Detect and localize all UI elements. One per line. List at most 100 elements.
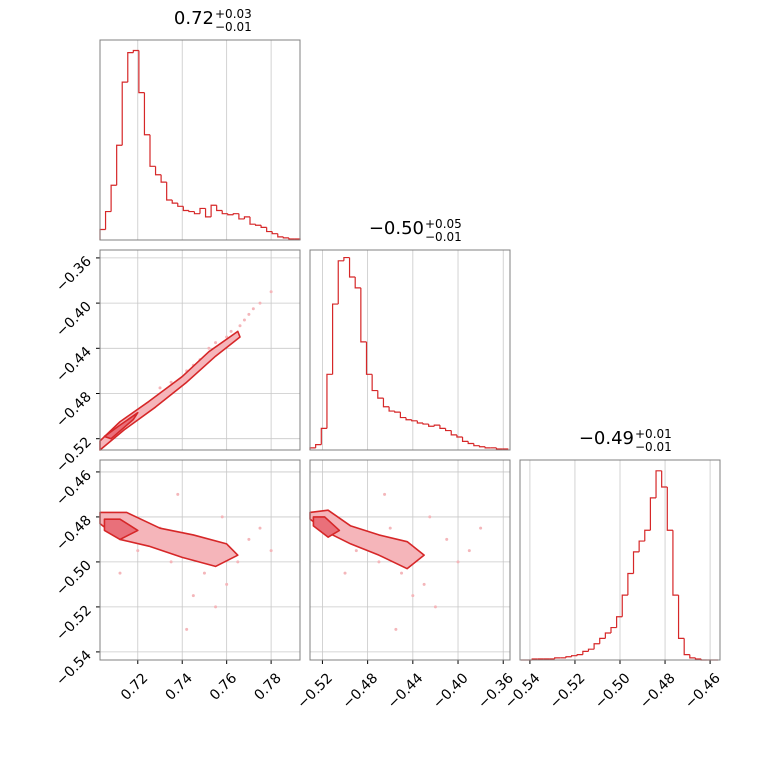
- title-lower: −0.01: [215, 20, 252, 34]
- histogram-step: [694, 657, 702, 660]
- histogram-step: [644, 529, 651, 542]
- histogram-step: [348, 257, 356, 278]
- histogram-step: [277, 233, 284, 238]
- panel: −0.36−0.40−0.44−0.48−0.52: [53, 249, 301, 476]
- panel-title: 0.72: [174, 8, 214, 29]
- histogram-step: [473, 443, 480, 447]
- histogram-step: [399, 412, 407, 419]
- histogram-step: [188, 210, 195, 213]
- histogram-step: [565, 656, 572, 658]
- histogram-step: [193, 211, 200, 215]
- scatter-point: [169, 560, 173, 564]
- title-upper: +0.05: [425, 217, 462, 231]
- histogram-step: [456, 434, 463, 438]
- scatter-point: [202, 571, 206, 575]
- histogram-step: [467, 441, 474, 445]
- histogram-step: [416, 420, 423, 424]
- scatter-point: [343, 571, 347, 575]
- histogram-step: [121, 81, 128, 146]
- scatter-point: [411, 594, 415, 598]
- scatter-point: [176, 492, 180, 496]
- histogram-step: [382, 398, 390, 408]
- histogram-step: [433, 424, 440, 427]
- histogram-step: [149, 134, 156, 167]
- scatter-point: [394, 627, 398, 631]
- scatter-point: [354, 549, 358, 553]
- histogram-step: [638, 540, 645, 552]
- histogram-step: [288, 237, 295, 240]
- x-tick-label: 0.72: [118, 670, 151, 703]
- y-tick-label: −0.54: [53, 647, 95, 689]
- histogram-step: [484, 446, 491, 449]
- histogram-step: [632, 551, 640, 574]
- scatter-point: [158, 386, 162, 390]
- scatter-point: [258, 526, 262, 530]
- scatter-point: [258, 301, 262, 305]
- histogram-step: [232, 213, 239, 215]
- y-tick-label: −0.44: [53, 344, 95, 386]
- scatter-point: [479, 526, 483, 530]
- histogram-step: [143, 92, 150, 136]
- scatter-point: [269, 290, 273, 294]
- histogram-step: [388, 406, 395, 412]
- x-tick-label: 0.74: [162, 670, 195, 703]
- histogram-step: [216, 205, 223, 212]
- histogram-step: [683, 638, 690, 656]
- histogram-step: [204, 208, 212, 218]
- title-upper: +0.03: [215, 7, 252, 21]
- histogram-step: [604, 632, 611, 639]
- scatter-point: [242, 318, 246, 322]
- histogram-step: [171, 200, 178, 204]
- histogram-step: [154, 166, 162, 176]
- histogram-step: [689, 654, 696, 659]
- histogram-step: [554, 657, 561, 659]
- panel: −0.54 −0.52 −0.50 −0.48 −0.46−0.49 +0.01−0.01: [502, 427, 724, 712]
- title-lower: −0.01: [425, 230, 462, 244]
- scatter-point: [220, 515, 224, 519]
- histogram-step: [337, 260, 344, 305]
- histogram-step: [582, 650, 589, 655]
- panel-frame: [99, 249, 301, 451]
- scatter-point: [118, 571, 122, 575]
- histogram-step: [587, 648, 595, 652]
- histogram-step: [166, 182, 173, 201]
- histogram-step: [116, 144, 123, 186]
- scatter-point: [214, 341, 218, 345]
- y-tick-label: −0.40: [53, 299, 95, 341]
- title-upper: +0.01: [635, 427, 672, 441]
- scatter-point: [251, 307, 255, 311]
- scatter-point: [377, 560, 381, 564]
- title-lower: −0.01: [635, 440, 672, 454]
- histogram-step: [132, 49, 139, 53]
- x-tick-label: −0.48: [637, 670, 679, 712]
- contour: [312, 516, 341, 538]
- histogram-step: [266, 227, 273, 233]
- contour: [99, 330, 241, 451]
- histogram-step: [104, 210, 112, 230]
- x-tick-label: 0.78: [251, 670, 284, 703]
- scatter-point: [445, 537, 449, 541]
- panel-title: −0.50: [369, 218, 424, 239]
- histogram-step: [439, 425, 446, 429]
- x-tick-label: 0.76: [207, 670, 240, 703]
- histogram-step: [127, 52, 134, 83]
- histogram-step: [461, 437, 469, 442]
- histogram-step: [377, 390, 384, 399]
- histogram-step: [254, 224, 262, 226]
- y-tick-label: −0.52: [53, 602, 95, 644]
- histogram-step: [326, 373, 333, 429]
- x-tick-label: −0.44: [385, 670, 427, 712]
- scatter-point: [229, 329, 233, 333]
- scatter-point: [238, 324, 242, 328]
- histogram-step: [616, 616, 623, 628]
- histogram-step: [411, 419, 418, 422]
- scatter-point: [225, 582, 229, 586]
- panel: 0.72 +0.03−0.01: [99, 7, 301, 241]
- histogram-step: [405, 417, 412, 421]
- y-tick-label: −0.52: [53, 434, 95, 476]
- scatter-point: [247, 312, 251, 316]
- histogram-step: [677, 595, 685, 639]
- y-tick-label: −0.48: [53, 389, 95, 431]
- scatter-point: [247, 537, 251, 541]
- scatter-point: [236, 560, 240, 564]
